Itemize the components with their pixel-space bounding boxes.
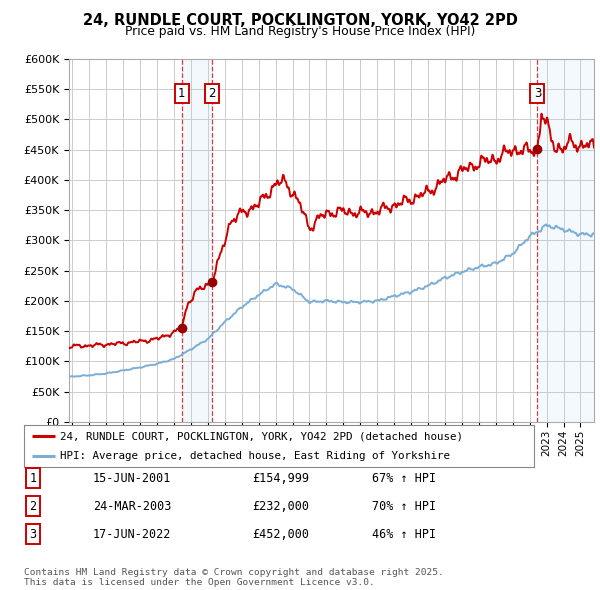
Text: Price paid vs. HM Land Registry's House Price Index (HPI): Price paid vs. HM Land Registry's House … bbox=[125, 25, 475, 38]
Bar bbox=[538, 59, 594, 422]
Text: 1: 1 bbox=[29, 471, 37, 484]
Text: 2: 2 bbox=[208, 87, 215, 100]
Text: 24, RUNDLE COURT, POCKLINGTON, YORK, YO42 2PD (detached house): 24, RUNDLE COURT, POCKLINGTON, YORK, YO4… bbox=[60, 431, 463, 441]
Text: 3: 3 bbox=[29, 527, 37, 540]
Text: 1: 1 bbox=[178, 87, 185, 100]
Text: 46% ↑ HPI: 46% ↑ HPI bbox=[372, 527, 436, 540]
Text: 70% ↑ HPI: 70% ↑ HPI bbox=[372, 500, 436, 513]
Bar bbox=[182, 59, 212, 422]
Text: 2: 2 bbox=[29, 500, 37, 513]
Text: 24, RUNDLE COURT, POCKLINGTON, YORK, YO42 2PD: 24, RUNDLE COURT, POCKLINGTON, YORK, YO4… bbox=[83, 13, 517, 28]
Text: 67% ↑ HPI: 67% ↑ HPI bbox=[372, 471, 436, 484]
Text: 24-MAR-2003: 24-MAR-2003 bbox=[93, 500, 172, 513]
Text: £154,999: £154,999 bbox=[252, 471, 309, 484]
Text: £232,000: £232,000 bbox=[252, 500, 309, 513]
Text: 15-JUN-2001: 15-JUN-2001 bbox=[93, 471, 172, 484]
Text: 3: 3 bbox=[534, 87, 541, 100]
Text: Contains HM Land Registry data © Crown copyright and database right 2025.
This d: Contains HM Land Registry data © Crown c… bbox=[24, 568, 444, 587]
Text: HPI: Average price, detached house, East Riding of Yorkshire: HPI: Average price, detached house, East… bbox=[60, 451, 450, 461]
Text: £452,000: £452,000 bbox=[252, 527, 309, 540]
Text: 17-JUN-2022: 17-JUN-2022 bbox=[93, 527, 172, 540]
